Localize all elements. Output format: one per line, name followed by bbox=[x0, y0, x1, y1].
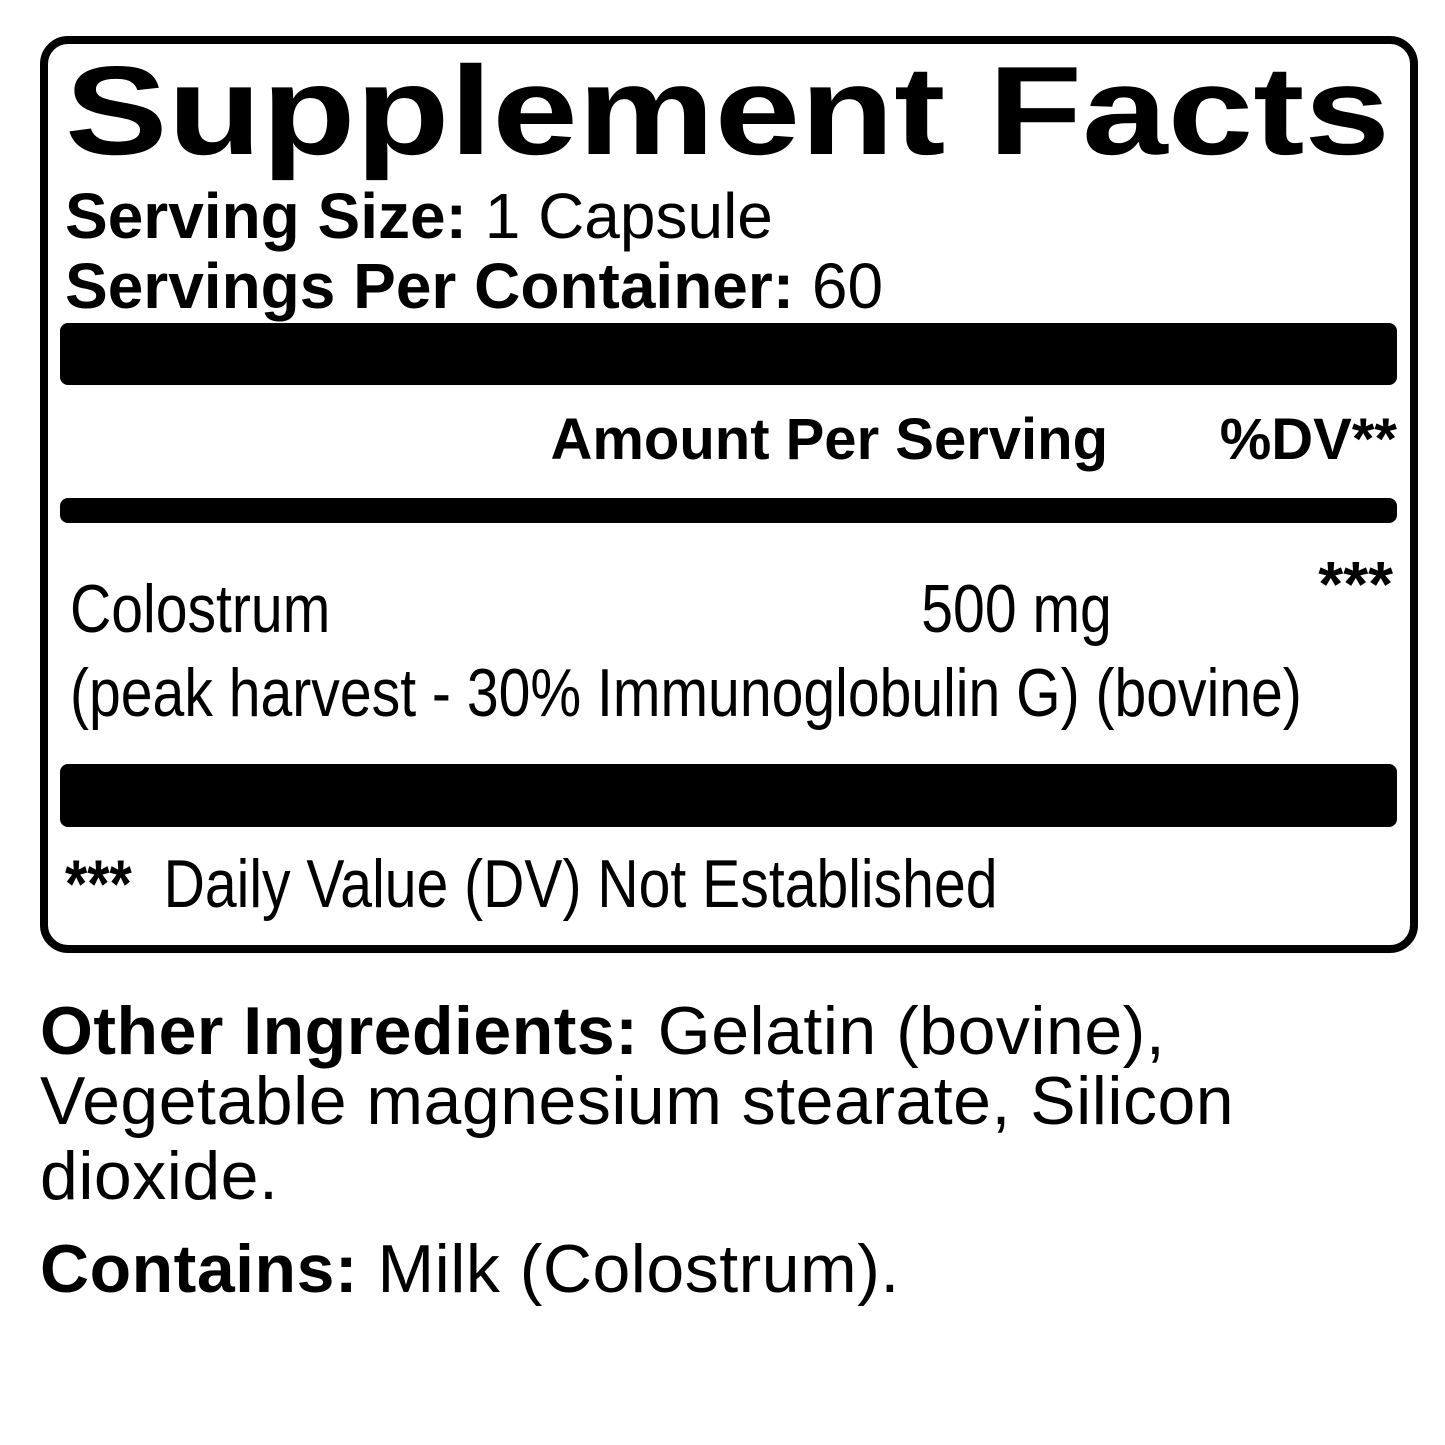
servings-per-container-label: Servings Per Container: bbox=[65, 250, 795, 322]
other-ingredients-label: Other Ingredients: bbox=[40, 993, 639, 1069]
other-ingredients-line-3: dioxide. bbox=[40, 1142, 278, 1210]
other-ingredients-text-1: Gelatin (bovine), bbox=[657, 993, 1166, 1069]
contains-label: Contains: bbox=[40, 1231, 359, 1307]
footnote-row: *** Daily Value (DV) Not Established bbox=[65, 850, 1175, 918]
column-header-daily-value: %DV** bbox=[1219, 407, 1397, 472]
contains-value: Milk (Colostrum). bbox=[377, 1231, 900, 1307]
divider-bar-thick-top bbox=[60, 323, 1397, 385]
supplement-facts-panel: Supplement Facts Serving Size: 1 Capsule… bbox=[40, 36, 1418, 953]
other-ingredients-text-2: Vegetable magnesium stearate, Silicon bbox=[40, 1063, 1235, 1139]
serving-size-value: 1 Capsule bbox=[484, 180, 773, 252]
divider-bar-thin bbox=[60, 498, 1397, 523]
servings-per-container-value: 60 bbox=[811, 250, 884, 322]
panel-title: Supplement Facts bbox=[65, 44, 1390, 181]
other-ingredients-line-2: Vegetable magnesium stearate, Silicon bbox=[40, 1067, 1234, 1135]
contains-line: Contains: Milk (Colostrum). bbox=[40, 1235, 900, 1303]
serving-size-label: Serving Size: bbox=[65, 180, 467, 252]
nutrient-row-amount: 500 mg bbox=[921, 571, 1112, 647]
footnote-text: Daily Value (DV) Not Established bbox=[163, 846, 998, 922]
divider-bar-thick-bottom bbox=[60, 764, 1397, 827]
nutrient-row-name: Colostrum bbox=[70, 571, 331, 647]
column-header-amount: Amount Per Serving bbox=[550, 407, 1108, 472]
serving-size-row: Serving Size: 1 Capsule bbox=[65, 184, 773, 248]
servings-per-container-row: Servings Per Container: 60 bbox=[65, 254, 883, 318]
other-ingredients-text-3: dioxide. bbox=[40, 1138, 279, 1214]
panel-title-text: Supplement Facts bbox=[65, 44, 1390, 181]
other-ingredients-line-1: Other Ingredients: Gelatin (bovine), bbox=[40, 997, 1165, 1065]
footnote-marker: *** bbox=[65, 846, 132, 922]
nutrient-row-dv-marker: *** bbox=[1318, 548, 1393, 620]
nutrient-row-description: (peak harvest - 30% Immunoglobulin G) (b… bbox=[70, 655, 1302, 731]
